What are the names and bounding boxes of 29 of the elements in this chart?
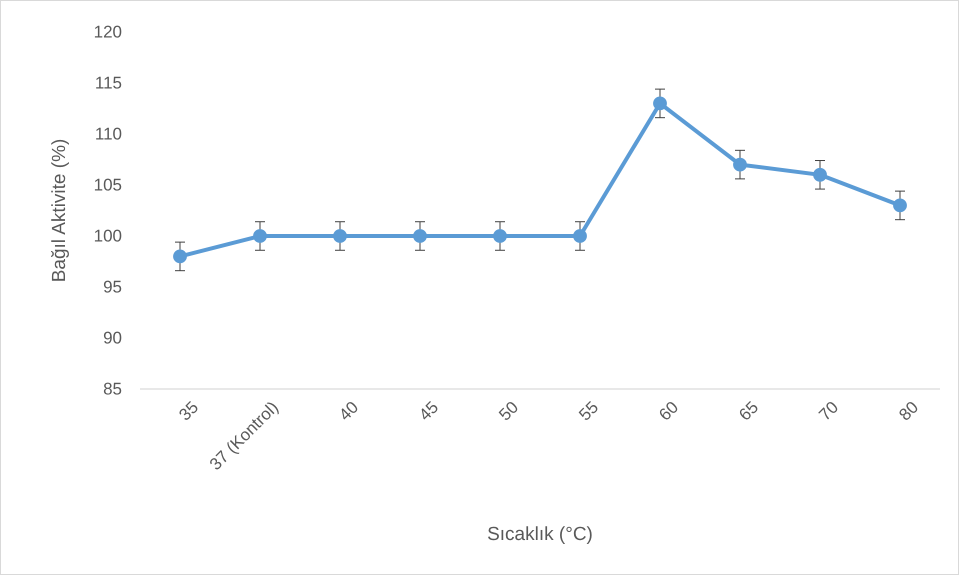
x-tick-label: 45 [415,398,442,424]
y-tick-label: 120 [94,22,122,42]
x-tick-label: 80 [895,398,922,424]
x-axis-title: Sıcaklık (°C) [487,524,593,545]
y-axis-title: Bağıl Aktivite (%) [49,138,70,282]
y-tick-label: 110 [94,124,122,144]
point [733,158,747,172]
y-tick-label: 115 [94,73,122,92]
point [893,198,907,212]
x-tick-label: 65 [735,398,762,424]
point [413,229,427,243]
x-tick-label: 40 [335,398,362,424]
point [493,229,507,243]
point [813,168,827,182]
x-tick-label: 60 [655,398,682,424]
x-tick-label: 55 [575,398,602,424]
point [253,229,267,243]
y-tick-label: 100 [94,226,122,246]
x-tick-label: 70 [815,398,842,424]
x-tick-label: 50 [495,398,522,424]
point [333,229,347,243]
y-tick-label: 90 [103,328,122,348]
point [573,229,587,243]
y-tick-label: 105 [94,175,122,194]
point [653,96,667,110]
y-tick-label: 95 [103,277,122,296]
y-tick-label: 85 [103,379,122,398]
point [173,250,187,264]
x-tick-label: 35 [175,398,202,424]
